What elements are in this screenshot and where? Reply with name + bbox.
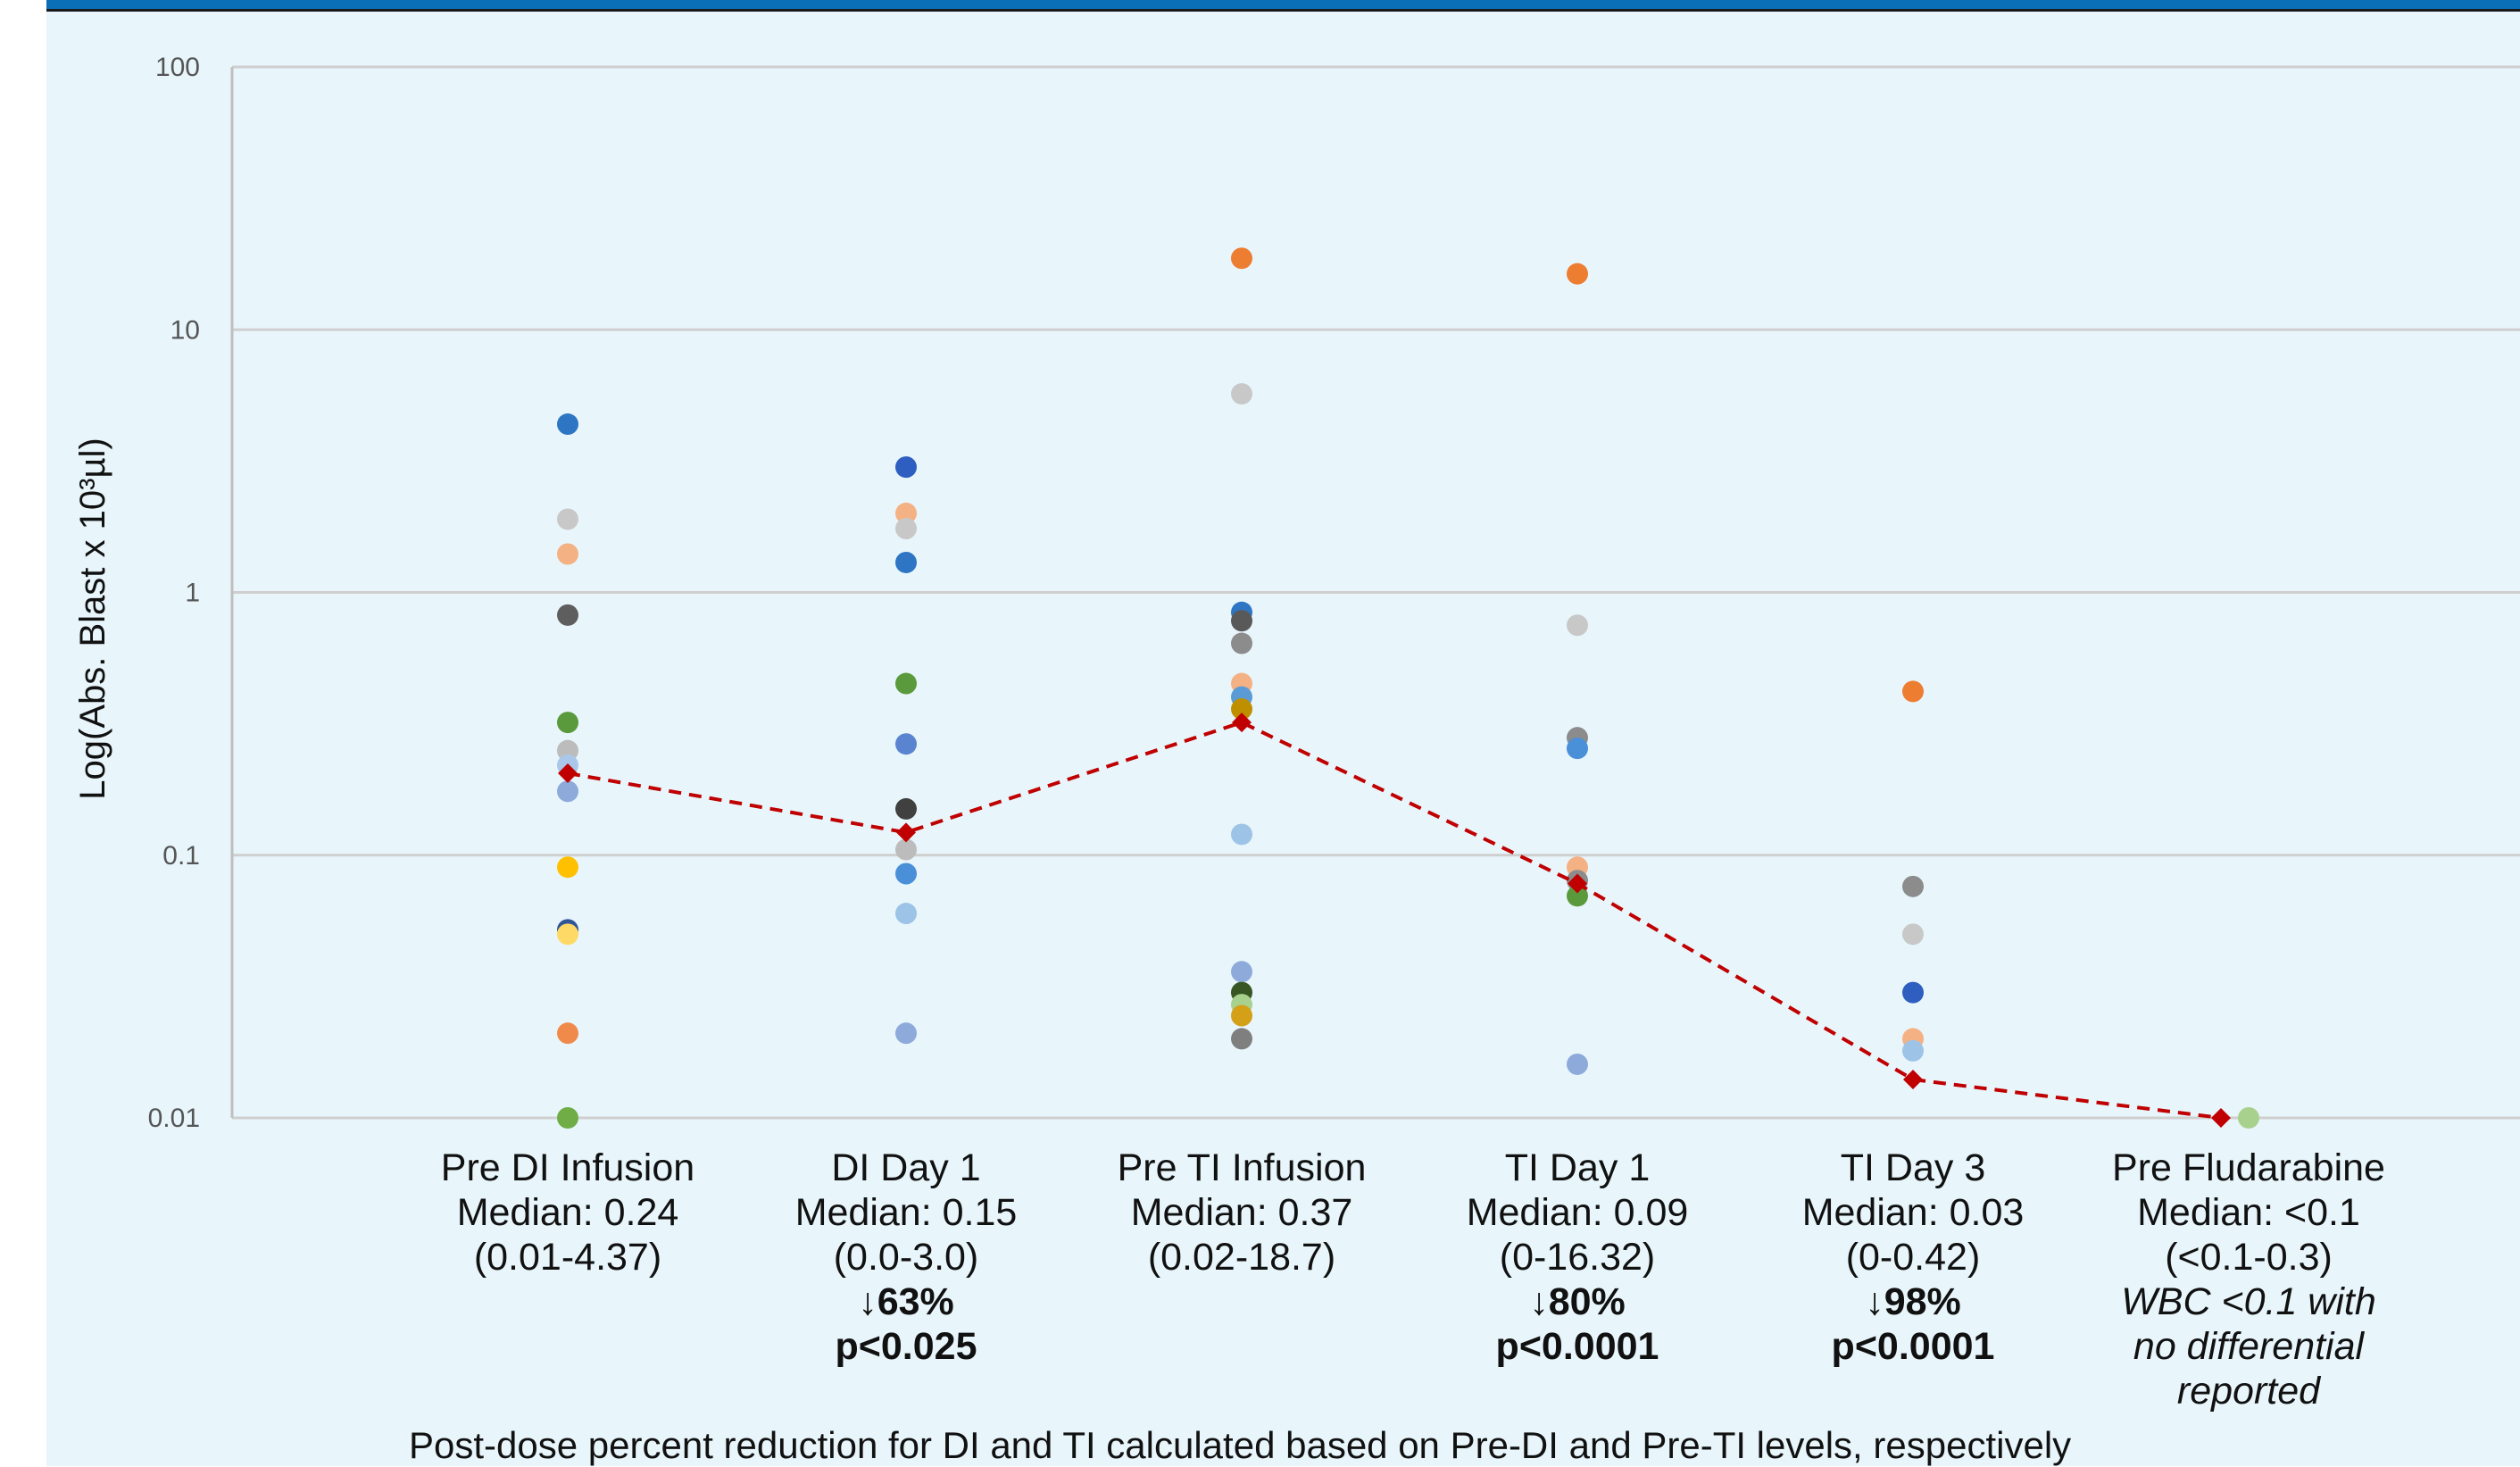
category-stat: (0-16.32) [1499,1236,1656,1279]
category-stat: Median: 0.09 [1466,1191,1689,1234]
median-marker [1903,1070,1923,1090]
data-point [557,413,578,436]
grid-lines [232,65,2520,1120]
y-tick-label: 100 [155,53,200,82]
data-point [557,923,578,946]
median-series [558,713,2231,1128]
median-marker [896,822,916,843]
data-point [1231,610,1252,632]
data-point [895,903,917,925]
data-point [1231,632,1252,654]
y-tick-label: 1 [185,579,200,608]
data-point [1231,698,1252,721]
median-marker [558,763,578,784]
data-point [1231,383,1252,405]
data-point [1902,680,1924,703]
data-point [557,712,578,734]
category-label: DI Day 1 Median: 0.15 (0.0-3.0) ↓63% p<0.025 [736,1146,1076,1369]
category-stat: (0.0-3.0) [833,1236,979,1279]
category-label: Pre TI Infusion Median: 0.37 (0.02-18.7) [1072,1146,1411,1279]
data-points [557,247,2259,1129]
reduction-label: ↓80% [1529,1280,1626,1323]
data-point [1567,263,1588,285]
y-tick-label: 0.1 [162,841,200,871]
category-stat: Median: 0.03 [1801,1191,2025,1234]
y-tick-label: 0.01 [148,1104,200,1133]
category-stat: (<0.1-0.3) [2165,1236,2333,1279]
p-value-label: p<0.025 [835,1325,977,1368]
y-tick-labels: 100 10 1 0.1 0.01 [148,53,200,1133]
data-point [557,604,578,626]
category-name: Pre DI Infusion [440,1146,695,1189]
data-point [557,1107,578,1129]
data-point [1567,738,1588,760]
category-name: DI Day 1 [831,1146,981,1189]
footnote: Post-dose percent reduction for DI and T… [409,1424,2072,1466]
data-point [1567,885,1588,907]
data-point [557,543,578,565]
data-point [1902,923,1924,946]
reduction-label: ↓98% [1865,1280,1961,1323]
data-point [895,733,917,755]
reduction-label: ↓63% [858,1280,954,1323]
category-note: no differential [2133,1325,2365,1368]
data-point [557,780,578,803]
data-point [895,797,917,820]
data-point [895,838,917,861]
data-point [895,502,917,524]
y-axis-label: Log(Abs. Blast x 10³µl) [73,438,112,799]
category-stat: (0-0.42) [1845,1236,1981,1279]
data-point [895,863,917,885]
category-note: WBC <0.1 with [2121,1280,2376,1323]
data-point [895,672,917,695]
data-point [1231,1004,1252,1027]
category-stat: (0.02-18.7) [1147,1236,1336,1279]
data-point [1567,1053,1588,1075]
category-label: TI Day 3 Median: 0.03 (0-0.42) ↓98% p<0.0001 [1743,1146,2083,1369]
category-stat: Median: 0.24 [456,1191,679,1234]
slide-background [46,0,2520,1466]
data-point [557,856,578,879]
data-point [557,508,578,530]
category-label: Pre DI Infusion Median: 0.24 (0.01-4.37) [398,1146,737,1279]
category-name: Pre TI Infusion [1117,1146,1367,1189]
data-point [895,1022,917,1045]
category-label: TI Day 1 Median: 0.09 (0-16.32) ↓80% p<0.000… [1408,1146,1747,1369]
category-name: TI Day 1 [1504,1146,1651,1189]
p-value-label: p<0.0001 [1831,1325,1995,1368]
median-marker [1568,873,1587,894]
data-point [1231,1028,1252,1050]
category-note: reported [2176,1370,2321,1413]
category-name: TI Day 3 [1840,1146,1986,1189]
y-tick-label: 10 [170,315,200,345]
category-name: Pre Fludarabine [2112,1146,2385,1189]
data-point [895,551,917,573]
data-point [557,1022,578,1045]
data-point [1231,247,1252,270]
category-stat: Median: <0.1 [2137,1191,2360,1234]
data-point [895,456,917,479]
category-label: Pre Fludarabine Median: <0.1 (<0.1-0.3) WBC… [2079,1146,2418,1413]
category-stat: Median: 0.15 [794,1191,1018,1234]
title-bar [46,0,2520,12]
median-marker [2211,1108,2231,1128]
data-point [1902,1039,1924,1062]
category-stat: Median: 0.37 [1130,1191,1353,1234]
data-point [895,517,917,539]
data-point [2238,1107,2259,1129]
data-point [1231,823,1252,846]
median-marker [1232,713,1252,733]
category-stat: (0.01-4.37) [473,1236,662,1279]
data-point [1902,875,1924,897]
data-point [1902,981,1924,1004]
median-line [567,720,2222,1120]
p-value-label: p<0.0001 [1495,1325,1659,1368]
data-point [1231,961,1252,983]
data-point [1567,614,1588,637]
